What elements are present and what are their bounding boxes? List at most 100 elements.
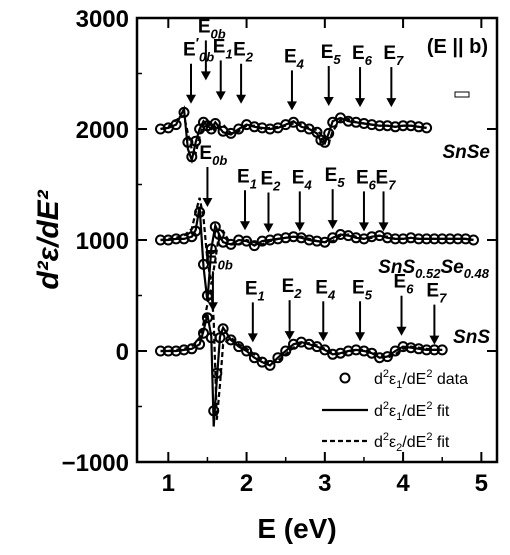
data-point xyxy=(233,341,245,353)
legend-de: /dE xyxy=(402,403,426,420)
data-point xyxy=(323,127,335,139)
transition-label: E6 xyxy=(356,167,377,192)
series-line-e2-fit xyxy=(160,288,443,420)
transition-label-sub: 7 xyxy=(388,177,396,192)
legend-tail: fit xyxy=(432,434,449,451)
legend-sub: 2 xyxy=(396,442,402,454)
sample-label-part: Se xyxy=(440,257,464,278)
small-marker xyxy=(454,91,470,98)
legend-de: /dE xyxy=(402,371,426,388)
transition-label-sub: 2 xyxy=(245,50,254,65)
sample-label: SnS xyxy=(453,327,490,348)
transition-arrow-head xyxy=(323,96,334,106)
transition-arrow-head xyxy=(240,221,250,231)
series-group xyxy=(155,105,479,427)
transition-label-sub: 1 xyxy=(258,288,265,303)
transition-label: E2 xyxy=(282,276,303,301)
x-tick-label: 3 xyxy=(318,470,331,497)
transition-label: E2 xyxy=(260,169,281,194)
y-tick-label: −1000 xyxy=(62,450,129,477)
transition-label-sub: 4 xyxy=(296,56,305,71)
x-axis-label: E (eV) xyxy=(257,513,336,544)
transition-label: E2 xyxy=(233,40,254,65)
x-tick-label: 4 xyxy=(396,470,410,497)
legend-eps: ε xyxy=(389,403,396,420)
transition-label-sub: 2 xyxy=(272,179,281,194)
legend-sup: 2 xyxy=(426,368,432,380)
transition-label: E1 xyxy=(245,278,265,303)
data-point xyxy=(225,334,237,346)
transition-arrow-head xyxy=(318,332,329,342)
x-tick-label: 5 xyxy=(475,470,488,497)
legend-group: d2ε1/dE2 data d2ε1/dE2 fit d2ε2/dE2 fit xyxy=(322,368,468,454)
transition-label-sub: 2 xyxy=(293,286,302,301)
series-line-e1-fit xyxy=(160,105,427,165)
transition-label-sub: 4 xyxy=(327,287,336,302)
transition-label: E7 xyxy=(383,43,404,68)
series-line-e1-fit xyxy=(160,314,443,427)
transition-arrow-head xyxy=(294,222,305,232)
transition-label: E0b xyxy=(199,143,227,168)
data-point xyxy=(264,359,276,371)
transition-arrow-head xyxy=(355,332,366,342)
transition-arrow-head xyxy=(396,326,407,336)
sample-label-sub: 0.52 xyxy=(415,266,441,281)
transition-arrow-head xyxy=(286,101,297,111)
legend-de: /dE xyxy=(402,434,426,451)
legend-sup: 2 xyxy=(426,400,432,412)
transition-arrow-head xyxy=(200,71,211,81)
transition-arrow-head xyxy=(186,94,196,104)
transition-label-sub: 1 xyxy=(250,176,257,191)
transition-label-sub: 6 xyxy=(369,177,377,192)
transition-arrow-head xyxy=(429,335,440,345)
transition-label-sub: 4 xyxy=(303,177,312,192)
transition-label: E4 xyxy=(315,277,336,302)
transition-label-sub: 1 xyxy=(225,46,232,61)
sample-label-sub: 0.48 xyxy=(464,266,490,281)
legend-eps: ε xyxy=(389,371,396,388)
data-point xyxy=(319,344,331,356)
polarization-label: (E || b) xyxy=(427,36,488,58)
legend-tail: data xyxy=(432,371,468,388)
transition-label-sub: 0b xyxy=(218,257,233,272)
transition-label: E5 xyxy=(352,277,373,302)
legend-sup: 2 xyxy=(383,368,389,380)
legend-marker-data xyxy=(339,372,351,384)
data-point xyxy=(217,323,229,335)
transition-label: E1 xyxy=(213,36,233,61)
transition-label-sub: 7 xyxy=(439,291,447,306)
transition-label-sub: 5 xyxy=(337,175,345,190)
transition-arrow-head xyxy=(327,220,338,230)
transition-arrow-head xyxy=(202,197,213,207)
sample-label: SnSe xyxy=(442,142,490,163)
transition-arrow-head xyxy=(207,302,218,312)
legend-sup: 2 xyxy=(383,431,389,443)
transition-label-sub: 7 xyxy=(396,53,404,68)
data-point xyxy=(201,312,213,324)
transition-arrow-head xyxy=(378,222,389,232)
transition-label: E5 xyxy=(325,165,346,190)
series-line-e2-fit xyxy=(160,197,474,285)
transition-label-sub: 5 xyxy=(333,52,341,67)
legend-tail: fit xyxy=(432,403,449,420)
legend-label-data: d2ε1/dE2 data xyxy=(374,368,468,391)
series-line-e2-fit xyxy=(160,114,427,156)
transition-arrow-head xyxy=(386,98,397,108)
legend-label-fit2: d2ε2/dE2 fit xyxy=(374,431,450,454)
y-tick-label: 2000 xyxy=(76,117,129,144)
transition-arrow-head xyxy=(284,331,295,341)
y-tick-label: 0 xyxy=(116,339,129,366)
legend-sup: 2 xyxy=(426,431,432,443)
transition-label: E1 xyxy=(237,166,257,191)
transition-arrow-head xyxy=(215,91,226,101)
transition-label-sub: 0b xyxy=(211,26,226,41)
legend-sup: 2 xyxy=(383,400,389,412)
transition-label-prime: ′ xyxy=(196,35,200,51)
transition-label: E4 xyxy=(292,167,313,192)
transition-arrow-head xyxy=(247,333,258,343)
transition-label-sub: 5 xyxy=(365,287,373,302)
transition-arrow-head xyxy=(263,223,274,233)
